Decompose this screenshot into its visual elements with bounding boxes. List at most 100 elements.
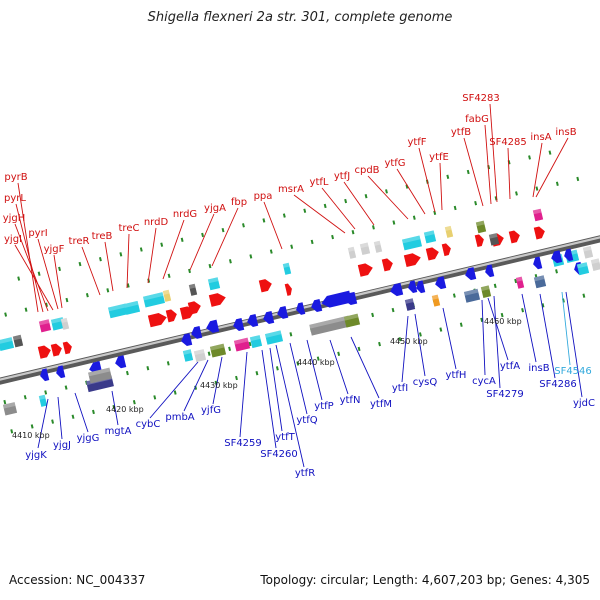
tick-mark — [78, 261, 82, 267]
tick-mark — [344, 198, 348, 204]
label-leader-line — [104, 241, 114, 292]
label-leader-line — [521, 293, 537, 363]
reverse-gene-arrow — [56, 365, 66, 379]
label-leader-line — [367, 175, 409, 220]
label-leader-line — [442, 307, 457, 370]
label-leader-line — [149, 361, 199, 419]
gene-label: mgtA — [105, 426, 132, 437]
gene-label: yjgK — [25, 450, 47, 461]
label-leader-line — [329, 339, 349, 395]
label-leader-lines — [14, 103, 583, 468]
tick-mark — [310, 239, 314, 245]
map-title: Shigella flexneri 2a str. 301, complete … — [147, 10, 453, 25]
reverse-gene-arrow — [277, 305, 289, 319]
forward-gene-arrow — [187, 301, 201, 315]
tick-mark — [201, 232, 205, 238]
tick-mark — [125, 370, 129, 376]
tick-mark — [139, 247, 143, 252]
scale-label: 4460 kbp — [484, 317, 522, 326]
tick-mark — [146, 366, 150, 371]
gene-label: ytfR — [295, 468, 315, 479]
gene-label: ytfG — [384, 158, 405, 169]
gene-label: pyrI — [28, 228, 47, 239]
gene-block — [404, 298, 416, 311]
tick-mark — [85, 292, 89, 298]
label-leader-line — [439, 162, 443, 211]
gene-label: cysQ — [413, 377, 438, 388]
gene-block — [193, 349, 207, 363]
gene-label: SF4260 — [260, 449, 298, 460]
tick-mark — [446, 174, 450, 180]
gene-label: ytfT — [275, 432, 295, 443]
reverse-gene-arrow — [390, 282, 404, 297]
label-leader-line — [350, 336, 380, 399]
accession-text: Accession: NC_004337 — [9, 573, 146, 587]
label-leader-line — [126, 233, 130, 289]
tick-mark — [44, 390, 48, 395]
tick-mark — [466, 169, 470, 175]
reverse-gene-arrow — [564, 248, 574, 262]
tick-mark — [166, 361, 170, 366]
tick-mark — [521, 308, 525, 313]
gene-block — [182, 349, 194, 362]
gene-label: SF4286 — [539, 379, 577, 390]
tick-mark — [235, 375, 238, 381]
tick-mark — [282, 213, 286, 218]
forward-gene-arrow — [165, 309, 177, 323]
forward-gene-arrow — [381, 258, 393, 272]
gene-label: yjgG — [77, 433, 100, 444]
tick-mark — [303, 208, 307, 213]
gene-label: ytfQ — [296, 415, 317, 426]
gene-label: treR — [69, 236, 90, 247]
scale-label: 4420 kbp — [106, 405, 144, 414]
tick-mark — [153, 395, 157, 400]
reverse-gene-arrow — [206, 319, 220, 333]
label-leader-line — [487, 297, 509, 361]
tick-mark — [207, 351, 211, 356]
label-leader-line — [147, 227, 157, 284]
tick-mark — [58, 266, 61, 272]
tick-mark — [3, 399, 7, 405]
gene-block — [431, 294, 441, 307]
label-leader-line — [535, 137, 569, 198]
gene-block — [515, 276, 525, 289]
gene-block — [2, 402, 18, 416]
gene-label: cpdB — [354, 165, 379, 176]
gene-block — [576, 262, 590, 276]
gene-block — [480, 285, 492, 298]
tick-mark — [296, 361, 300, 366]
tick-mark — [208, 263, 212, 269]
forward-gene-arrow — [284, 283, 292, 296]
gene-block — [60, 317, 70, 330]
tick-mark — [331, 234, 335, 240]
scale-label: 4430 kbp — [200, 381, 238, 390]
gene-block — [444, 225, 454, 238]
gene-block — [107, 303, 129, 319]
forward-gene-arrow — [37, 345, 51, 359]
forward-gene-arrow — [62, 341, 72, 355]
tick-mark — [372, 225, 375, 230]
tick-mark — [180, 237, 184, 242]
gene-block — [143, 292, 165, 308]
tick-mark — [398, 337, 402, 342]
tick-mark — [228, 346, 232, 351]
tick-mark — [378, 341, 381, 347]
gene-label: pyrB — [4, 172, 27, 183]
gene-label: ytfI — [392, 383, 408, 394]
reverse-gene-arrow — [533, 256, 543, 270]
tick-mark — [316, 356, 320, 361]
forward-gene-arrow — [208, 293, 226, 307]
tick-mark — [515, 191, 518, 196]
gene-block — [309, 315, 351, 336]
tick-mark — [30, 424, 34, 429]
label-leader-line — [81, 246, 101, 296]
label-leader-line — [37, 398, 49, 449]
label-leader-line — [532, 142, 543, 198]
reverse-gene-arrow — [408, 280, 418, 294]
gene-label: yjfG — [201, 405, 221, 416]
tick-mark — [412, 215, 416, 220]
reverse-gene-arrow — [321, 290, 352, 308]
gene-label: ytfB — [451, 127, 471, 138]
gene-block — [12, 334, 24, 348]
